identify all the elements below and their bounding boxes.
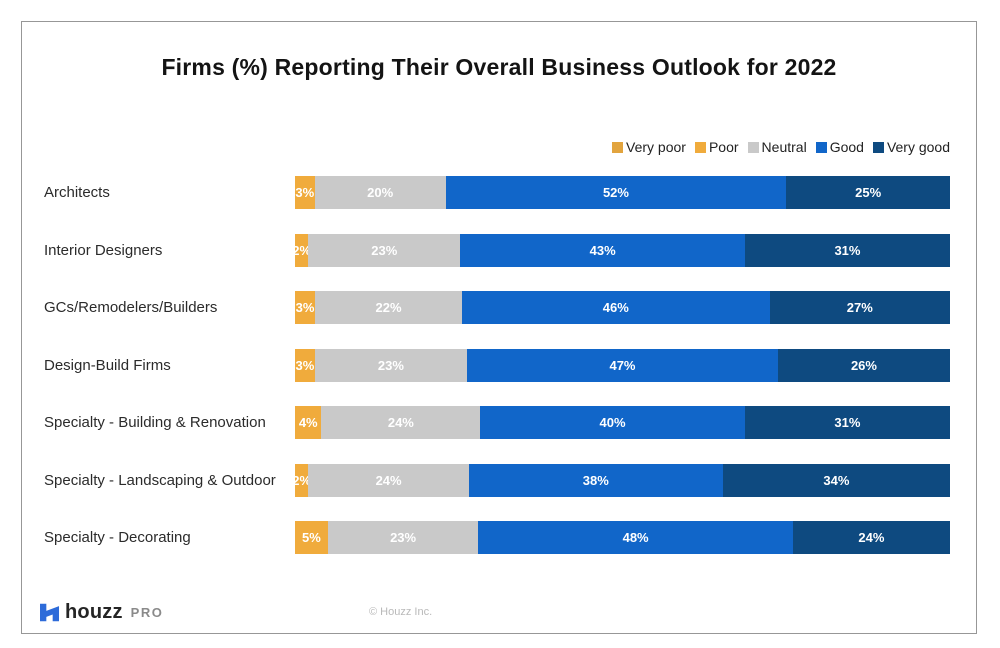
chart-row: Design-Build Firms 3% 23% 47% 26%: [40, 348, 950, 382]
stacked-bar: 4% 24% 40% 31%: [295, 406, 950, 439]
bar-segment-very-good: 27%: [769, 291, 950, 324]
legend-item-very-good: Very good: [872, 139, 950, 155]
legend-swatch-icon: [815, 141, 827, 153]
legend-item-very-poor: Very poor: [612, 139, 686, 155]
legend-item-neutral: Neutral: [747, 139, 807, 155]
legend-label: Poor: [708, 139, 739, 155]
stacked-bar: 2% 24% 38% 34%: [292, 463, 951, 497]
chart-rows: Architects 3% 20% 52% 25% Interior Designers 2…: [40, 176, 951, 554]
stacked-bar: 3% 23% 47% 26%: [295, 348, 950, 382]
bar-segment-neutral: 24%: [321, 406, 481, 439]
bar-segment-good: 52%: [445, 176, 787, 209]
legend-item-poor: Poor: [694, 139, 739, 155]
chart-row: Interior Designers 2% 23% 43% 31%: [40, 233, 950, 267]
bar-segment-poor: 2%: [292, 463, 311, 497]
legend-swatch-icon: [694, 141, 706, 153]
legend-item-good: Good: [815, 139, 864, 155]
bar-segment-good: 46%: [462, 291, 770, 324]
bar-segment-very-good: 34%: [722, 463, 951, 497]
bar-segment-good: 48%: [478, 521, 793, 554]
category-label: Specialty - Landscaping & Outdoor: [44, 471, 276, 489]
bar-segment-very-good: 26%: [777, 348, 950, 382]
stacked-bar: 3% 20% 52% 25%: [295, 176, 950, 209]
bar-segment-good: 47%: [467, 348, 778, 382]
category-label: Specialty - Building & Renovation: [44, 414, 266, 431]
category-label: Design-Build Firms: [44, 356, 171, 374]
category-label: Specialty - Decorating: [44, 529, 191, 546]
legend-swatch-icon: [872, 141, 884, 153]
legend-swatch-icon: [612, 141, 624, 153]
houzz-pro-logo: houzz PRO: [40, 601, 163, 624]
stacked-bar: 5% 23% 48% 24%: [295, 521, 951, 554]
bar-segment-poor: 3%: [295, 291, 316, 324]
legend-swatch-icon: [747, 141, 759, 153]
bar-segment-neutral: 22%: [315, 291, 463, 324]
copyright-text: © Houzz Inc.: [369, 606, 433, 618]
bar-segment-very-good: 31%: [744, 233, 950, 267]
footer: houzz PRO © Houzz Inc.: [22, 598, 976, 624]
category-label: Interior Designers: [44, 241, 163, 259]
bar-segment-good: 43%: [460, 233, 745, 267]
bar-segment-neutral: 24%: [308, 463, 469, 497]
category-label: Architects: [44, 184, 110, 201]
bar-segment-poor: 4%: [295, 406, 322, 439]
chart-row: GCs/Remodelers/Builders 3% 22% 46% 27%: [40, 291, 950, 324]
chart-row: Architects 3% 20% 52% 25%: [40, 176, 950, 209]
legend-label: Neutral: [761, 139, 807, 155]
chart-row: Specialty - Building & Renovation 4% 24% 40…: [40, 406, 950, 439]
bar-segment-poor: 2%: [292, 233, 311, 267]
bar-segment-poor: 3%: [295, 348, 315, 382]
legend-label: Very good: [886, 139, 950, 155]
chart-legend: Very poor Poor Neutral Good Very good: [22, 139, 950, 155]
legend-label: Very poor: [626, 139, 686, 155]
bar-segment-good: 40%: [480, 406, 745, 439]
category-label: GCs/Remodelers/Builders: [44, 299, 218, 316]
bar-segment-poor: 5%: [295, 521, 328, 554]
logo-word: houzz: [65, 601, 123, 623]
chart-row: Specialty - Decorating 5% 23% 48% 24%: [40, 521, 951, 554]
logo-suffix: PRO: [130, 605, 164, 620]
bar-segment-good: 38%: [468, 463, 723, 497]
stacked-bar: 3% 22% 46% 27%: [295, 291, 950, 324]
chart-title: Firms (%) Reporting Their Overall Busine…: [161, 54, 837, 80]
bar-segment-neutral: 20%: [314, 176, 446, 209]
houzz-h-icon: [40, 602, 59, 623]
stacked-bar: 2% 23% 43% 31%: [292, 233, 950, 267]
bar-segment-very-good: 24%: [792, 521, 951, 554]
chart-card: Firms (%) Reporting Their Overall Busine…: [21, 21, 977, 634]
bar-segment-very-good: 31%: [744, 406, 950, 439]
legend-label: Good: [829, 139, 864, 155]
bar-segment-poor: 3%: [295, 176, 315, 209]
bar-segment-neutral: 23%: [308, 233, 461, 267]
chart-row: Specialty - Landscaping & Outdoor 2% 24% 38…: [40, 463, 951, 497]
bar-segment-neutral: 23%: [314, 348, 468, 382]
bar-segment-very-good: 25%: [786, 176, 950, 209]
bar-segment-neutral: 23%: [327, 521, 479, 554]
